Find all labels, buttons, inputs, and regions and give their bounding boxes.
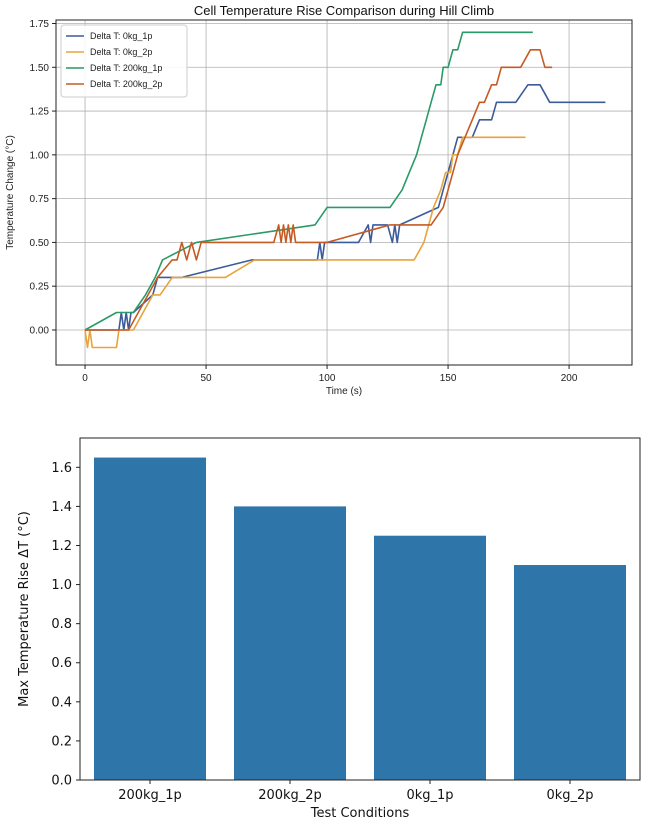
- y-tick-label: 0.0: [51, 774, 72, 789]
- bar-200kg_1p: [94, 457, 206, 780]
- line-chart-series-group: [84, 31, 606, 349]
- line-chart: Cell Temperature Rise Comparison during …: [5, 3, 633, 397]
- line-chart-y-axis-label: Temperature Change (°C): [5, 135, 16, 250]
- x-tick-label: 200kg_2p: [258, 788, 322, 803]
- line-chart-y-ticks: 0.00 0.25 0.50 0.75 1.00 1.25 1.50 1.75: [30, 19, 56, 336]
- line-chart-legend: Delta T: 0kg_1p Delta T: 0kg_2p Delta T: 2…: [60, 24, 188, 98]
- line-chart-plot-frame: [55, 19, 633, 366]
- y-tick-label: 1.00: [30, 150, 50, 161]
- y-tick-label: 1.0: [51, 578, 72, 593]
- bar-0kg_1p: [374, 535, 486, 780]
- legend-label: Delta T: 0kg_2p: [90, 47, 152, 57]
- y-tick-label: 0.25: [30, 282, 50, 293]
- y-tick-label: 0.75: [30, 194, 50, 205]
- line-chart-title: Cell Temperature Rise Comparison during …: [194, 3, 494, 18]
- legend-label: Delta T: 0kg_1p: [90, 31, 152, 41]
- y-tick-label: 0.50: [30, 238, 50, 249]
- x-tick-label: 200kg_1p: [118, 788, 182, 803]
- bar-chart-plot-frame: [79, 437, 641, 781]
- y-tick-label: 1.75: [30, 19, 50, 30]
- bar-chart-x-ticks: 200kg_1p 200kg_2p 0kg_1p 0kg_2p: [118, 780, 594, 803]
- y-tick-label: 1.4: [51, 500, 72, 515]
- x-tick-label: 200: [561, 373, 578, 384]
- legend-label: Delta T: 200kg_1p: [90, 63, 162, 73]
- bar-chart-x-axis-label: Test Conditions: [310, 806, 410, 821]
- bar-200kg_2p: [234, 506, 346, 780]
- series-line-1: [84, 136, 526, 349]
- bar-chart-y-axis-label: Max Temperature Rise ΔT (°C): [17, 511, 32, 707]
- bar-chart: 200kg_1p 200kg_2p 0kg_1p 0kg_2p 0.00.20.40.…: [17, 437, 641, 821]
- y-tick-label: 0.8: [51, 617, 72, 632]
- y-tick-label: 0.2: [51, 734, 72, 749]
- bar-chart-bars: [94, 457, 626, 780]
- line-chart-x-axis-label: Time (s): [326, 386, 362, 397]
- y-tick-label: 0.00: [30, 325, 50, 336]
- x-tick-label: 0kg_2p: [546, 788, 593, 803]
- series-line-2: [84, 31, 533, 331]
- line-chart-x-ticks: 0 50 100 150 200: [82, 365, 578, 384]
- series-line-3: [85, 48, 553, 331]
- x-tick-label: 0kg_1p: [406, 788, 453, 803]
- y-tick-label: 1.50: [30, 63, 50, 74]
- y-tick-label: 1.25: [30, 107, 50, 118]
- y-tick-label: 0.4: [51, 695, 72, 710]
- bar-0kg_2p: [514, 565, 626, 780]
- y-tick-label: 1.2: [51, 539, 72, 554]
- legend-label: Delta T: 200kg_2p: [90, 79, 162, 89]
- y-tick-label: 0.6: [51, 656, 72, 671]
- y-tick-label: 1.6: [51, 461, 72, 476]
- bar-chart-y-ticks: 0.0 0.2 0.4 0.6 0.8 1.0 1.2 1.4 1.6: [51, 461, 80, 789]
- x-tick-label: 50: [200, 373, 212, 384]
- legend-box: [60, 24, 188, 98]
- x-tick-label: 150: [440, 373, 457, 384]
- x-tick-label: 0: [82, 373, 88, 384]
- x-tick-label: 100: [319, 373, 336, 384]
